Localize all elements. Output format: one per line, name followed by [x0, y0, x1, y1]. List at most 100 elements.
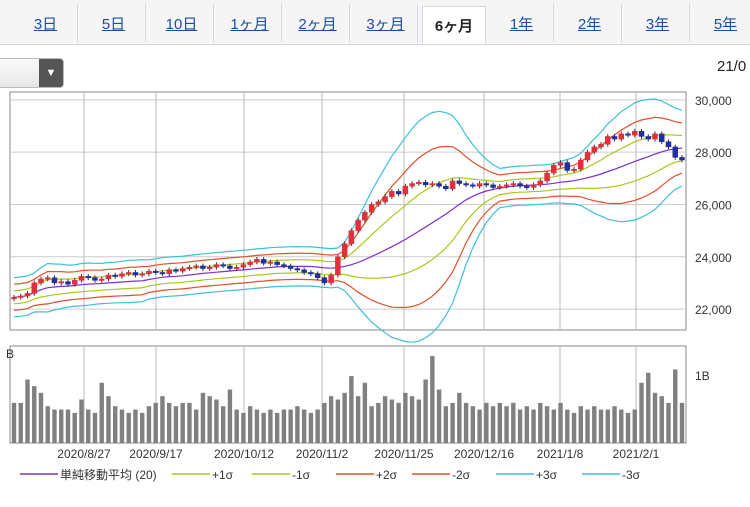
volume-bar — [673, 369, 678, 443]
volume-bar — [45, 406, 50, 443]
minus-2-sigma-line — [13, 172, 683, 311]
plus-3-sigma-line — [13, 98, 683, 279]
candle-body — [200, 265, 206, 269]
candle-body — [38, 278, 44, 284]
volume-bar — [308, 412, 314, 443]
volume-bar — [504, 406, 509, 443]
volume-bar — [598, 409, 604, 443]
volume-bar — [362, 382, 368, 443]
volume-bar — [585, 409, 590, 443]
volume-bar — [349, 376, 354, 443]
tab-1[interactable]: 5日 — [82, 4, 146, 42]
legend-label: 単純移動平均 (20) — [60, 468, 157, 482]
candle-body — [92, 277, 98, 281]
x-tick-label: 2020/11/25 — [374, 447, 433, 461]
volume-panel: 2020/8/27 2020/9/17 2020/10/12 2020/11/2 202… — [6, 345, 710, 461]
candle-body — [17, 295, 24, 298]
candle-body — [85, 276, 91, 279]
chevron-down-icon: ▼ — [39, 59, 63, 87]
legend-label: -1σ — [292, 468, 311, 482]
volume-bar — [578, 406, 583, 443]
candle-body — [632, 130, 638, 136]
price-tick-label: 30,000 — [695, 94, 732, 108]
volume-bar — [140, 412, 145, 443]
price-tick-label: 26,000 — [695, 198, 732, 212]
volume-bar — [565, 409, 570, 443]
volume-bar — [86, 409, 91, 443]
volume-bar — [571, 412, 577, 443]
candle-body — [362, 212, 368, 221]
volume-axis-label: B — [6, 347, 14, 361]
volume-bar — [376, 402, 381, 443]
candle-body — [355, 219, 361, 231]
candle-body — [605, 136, 611, 145]
candle-body — [260, 259, 267, 264]
volume-bar — [288, 409, 293, 443]
candle-body — [490, 184, 496, 188]
candle-body — [186, 266, 193, 269]
candle-body — [31, 282, 37, 294]
volume-bar — [268, 409, 273, 443]
volume-bar — [679, 402, 685, 443]
candle-body — [409, 183, 415, 187]
x-tick-label: 2021/1/8 — [537, 447, 584, 461]
candle-body — [659, 133, 665, 142]
volume-bar — [281, 409, 287, 443]
candle-body — [267, 261, 274, 264]
tab-7[interactable]: 1年 — [490, 4, 554, 42]
volume-bar — [652, 392, 658, 443]
volume-bar — [558, 402, 563, 443]
price-frame — [9, 91, 687, 331]
volume-bar — [328, 396, 334, 443]
candle-body — [146, 270, 152, 275]
volume-bar — [113, 406, 118, 443]
volume-frame — [9, 345, 687, 444]
legend-label: -3σ — [622, 468, 641, 482]
tab-5[interactable]: 3ヶ月 — [354, 4, 418, 42]
volume-bar — [301, 409, 307, 443]
volume-bar — [592, 406, 597, 443]
tab-6[interactable]: 6ヶ月 — [422, 6, 486, 44]
candle-body — [220, 264, 226, 267]
volume-bar — [666, 402, 671, 443]
x-tick-label: 2021/2/1 — [613, 447, 660, 461]
candle-body — [476, 183, 483, 187]
volume-bar — [193, 409, 199, 443]
price-panel: 30,000 28,000 26,000 24,000 22,000 — [9, 91, 732, 343]
candle-body — [382, 196, 388, 203]
tab-8[interactable]: 2年 — [558, 4, 622, 42]
candle-body — [638, 130, 645, 137]
volume-bar — [544, 406, 550, 443]
tab-9[interactable]: 3年 — [626, 4, 690, 42]
tab-4[interactable]: 2ヶ月 — [286, 4, 350, 42]
price-tick-label: 22,000 — [695, 303, 732, 317]
volume-bar — [72, 412, 77, 443]
volume-bar — [32, 386, 37, 443]
minus-3-sigma-line — [13, 185, 683, 343]
candle-body — [112, 274, 118, 277]
tab-2[interactable]: 10日 — [150, 4, 214, 42]
volume-bar — [490, 406, 496, 443]
candle-body — [119, 273, 125, 277]
tab-10[interactable]: 5年 — [694, 4, 750, 42]
tab-3[interactable]: 1ヶ月 — [218, 4, 282, 42]
candle-body — [598, 144, 604, 148]
volume-bar — [538, 402, 543, 443]
candle-body — [544, 172, 550, 182]
volume-bar — [497, 402, 503, 443]
volume-bar — [153, 402, 158, 443]
candle-body — [24, 293, 31, 297]
candle-body — [551, 164, 557, 174]
minus-1-sigma-line — [13, 160, 683, 305]
candle-body — [213, 264, 220, 268]
volume-bar — [619, 409, 624, 443]
candle-body — [665, 141, 672, 148]
candle-body — [436, 183, 442, 187]
candle-body — [233, 266, 240, 269]
candle-body — [281, 264, 287, 267]
tab-0[interactable]: 3日 — [14, 4, 78, 42]
legend-label: +2σ — [376, 468, 398, 482]
chart-type-select[interactable]: ▼ — [0, 58, 64, 88]
price-tick-label: 24,000 — [695, 251, 732, 265]
